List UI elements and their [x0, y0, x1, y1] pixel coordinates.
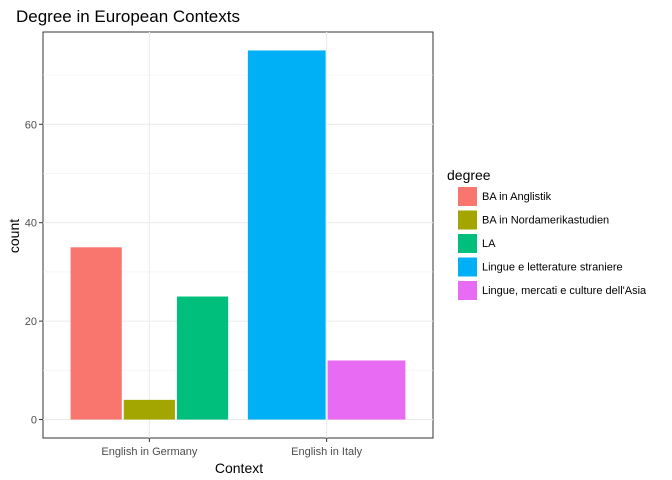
- legend-key: [458, 234, 477, 253]
- y-tick-label: 40: [25, 218, 37, 230]
- x-axis-title: Context: [215, 460, 263, 476]
- legend-key: [458, 281, 477, 300]
- bar: [123, 399, 175, 420]
- legend-label: BA in Nordamerikastudien: [482, 215, 609, 227]
- y-axis-title: count: [6, 219, 22, 253]
- legend-key: [458, 210, 477, 230]
- y-axis-ticks: 0 20 40 60: [25, 119, 43, 427]
- y-tick-label: 0: [31, 415, 37, 427]
- bar: [327, 360, 406, 420]
- legend-label: LA: [482, 238, 496, 250]
- legend-title: degree: [447, 167, 491, 183]
- y-tick-label: 20: [25, 316, 37, 328]
- bars: [70, 50, 406, 420]
- legend-label: Lingue e letterature straniere: [482, 262, 623, 274]
- x-tick-label: English in Germany: [101, 446, 197, 458]
- plot-area: 0 20 40 60 English in Germany English in Ita…: [25, 31, 434, 458]
- legend-key: [458, 257, 477, 277]
- bar: [176, 296, 229, 420]
- bar: [70, 247, 122, 420]
- x-axis-ticks: English in Germany English in Italy: [101, 438, 363, 458]
- bar: [247, 50, 326, 420]
- legend: degree BA in Anglistik BA in Nordamerikas…: [447, 167, 647, 300]
- chart-title: Degree in European Contexts: [16, 7, 240, 26]
- x-tick-label: English in Italy: [291, 446, 362, 458]
- legend-items: BA in Anglistik BA in Nordamerikastudien L…: [458, 187, 647, 300]
- legend-label: BA in Anglistik: [482, 191, 552, 203]
- legend-key: [458, 187, 477, 206]
- legend-label: Lingue, mercati e culture dell'Asia: [482, 285, 647, 297]
- y-tick-label: 60: [25, 119, 37, 131]
